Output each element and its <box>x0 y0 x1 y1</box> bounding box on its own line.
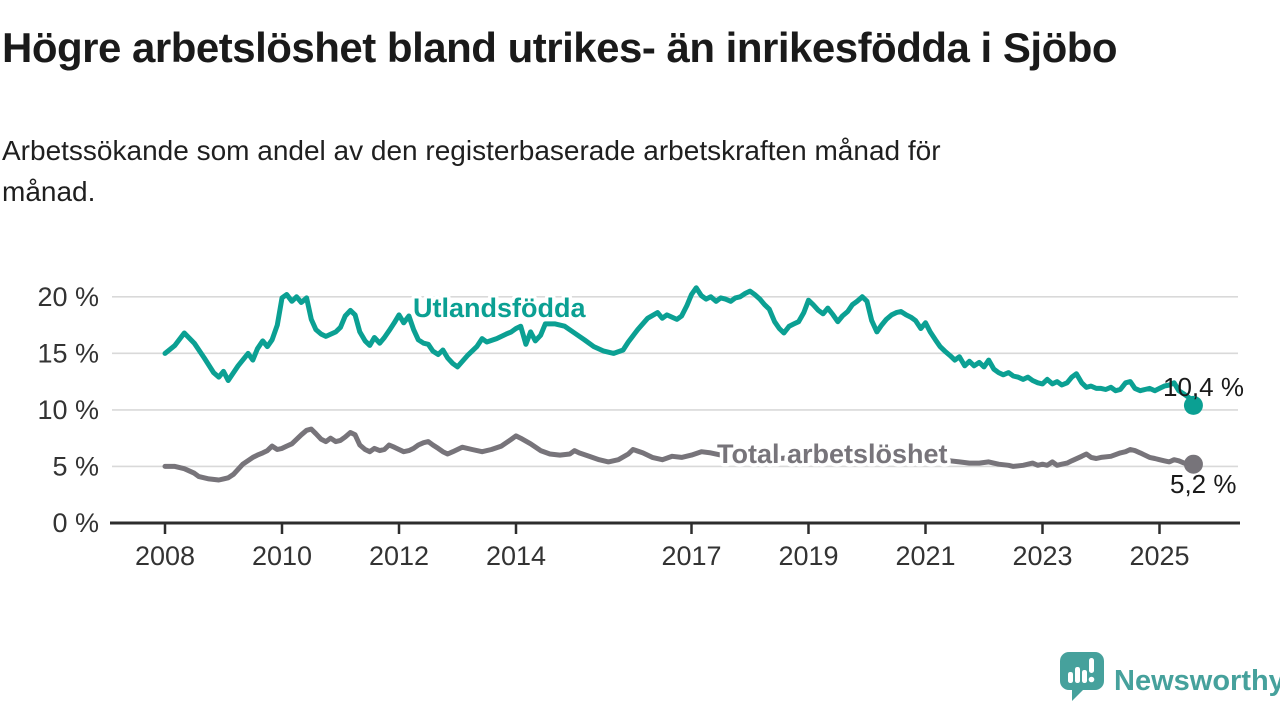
x-axis-label-2017: 2017 <box>661 541 721 571</box>
y-axis-label-20: 20 % <box>37 282 99 312</box>
bar-small <box>1068 672 1073 683</box>
y-axis-label-0: 0 % <box>52 508 99 538</box>
x-axis-label-2012: 2012 <box>369 541 429 571</box>
end-value-label-utlandsfodda: 10,4 % <box>1163 372 1244 402</box>
x-axis-label-2019: 2019 <box>778 541 838 571</box>
bar-medium <box>1082 670 1087 683</box>
y-axis-label-10: 10 % <box>37 395 99 425</box>
newsworthy-brand-text: Newsworthy <box>1114 664 1280 697</box>
y-axis-label-5: 5 % <box>52 451 99 481</box>
y-axis-label-15: 15 % <box>37 338 99 368</box>
end-value-label-total-arbetsloshet: 5,2 % <box>1170 469 1237 499</box>
end-dot-utlandsfodda <box>1183 395 1203 415</box>
exclamation-dot <box>1088 676 1095 683</box>
x-axis-label-2014: 2014 <box>486 541 546 571</box>
chart-title: Högre arbetslöshet bland utrikes- än inr… <box>2 24 1118 71</box>
x-axis-label-2021: 2021 <box>895 541 955 571</box>
series-label-total-arbetsloshet: Total arbetslöshet <box>717 439 948 469</box>
x-axis-label-2008: 2008 <box>135 541 195 571</box>
x-axis-label-2023: 2023 <box>1012 541 1072 571</box>
exclamation-bar <box>1089 658 1094 673</box>
x-axis-label-2010: 2010 <box>252 541 312 571</box>
x-axis-label-2025: 2025 <box>1129 541 1189 571</box>
series-line-total-arbetsloshet <box>162 426 1196 483</box>
bar-tall <box>1075 667 1080 683</box>
newsworthy-brand: Newsworthy <box>1060 652 1280 710</box>
chart-subtitle-line1: Arbetssökande som andel av den registerb… <box>2 135 941 166</box>
newsworthy-logo-icon <box>1060 652 1104 701</box>
series-label-utlandsfodda: Utlandsfödda <box>413 293 586 323</box>
series-line-utlandsfodda <box>162 285 1196 408</box>
chart-subtitle: Arbetssökande som andel av den registerb… <box>2 130 1202 212</box>
end-dot-total-arbetsloshet <box>1183 454 1203 474</box>
chart-subtitle-line2: månad. <box>2 176 96 207</box>
